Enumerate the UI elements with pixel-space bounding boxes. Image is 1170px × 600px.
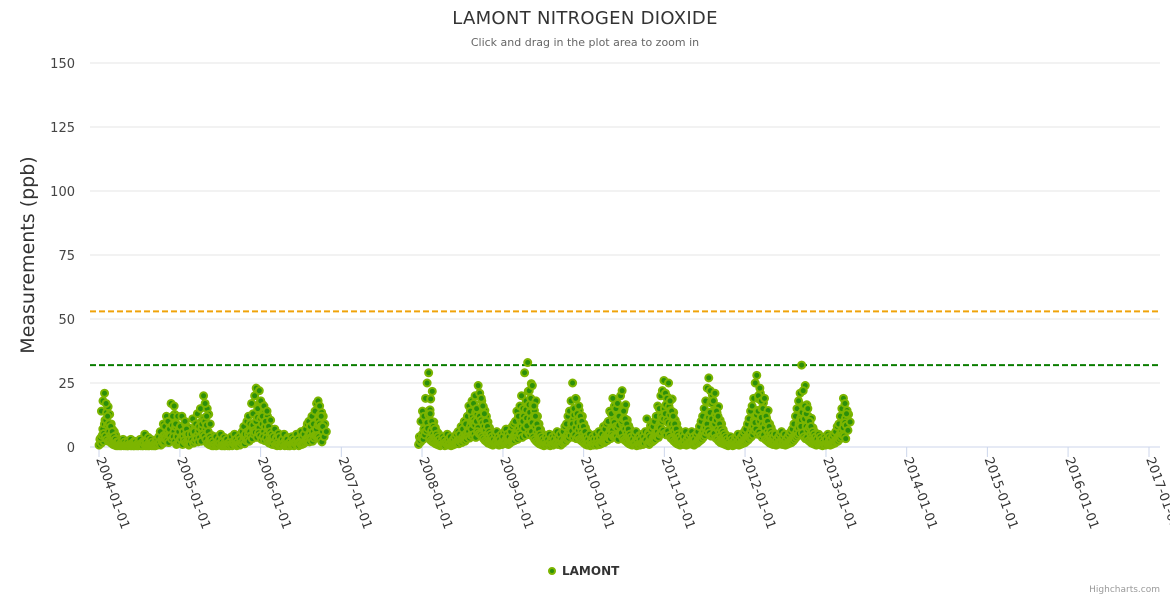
x-axis-ticks: 2004-01-01 2005-01-01 2006-01-01 2007-01-01… <box>92 447 1170 531</box>
data-point[interactable] <box>568 378 578 388</box>
y-tick-label: 50 <box>58 313 75 328</box>
y-tick-label: 100 <box>50 185 75 200</box>
data-point[interactable] <box>704 373 714 383</box>
data-point[interactable] <box>202 411 212 421</box>
data-point[interactable] <box>262 406 272 416</box>
data-point[interactable] <box>571 393 581 403</box>
y-tick-label: 75 <box>58 249 75 264</box>
data-point[interactable] <box>668 411 678 421</box>
x-tick-label: 2008-01-01 <box>415 455 455 531</box>
y-tick-label: 125 <box>50 121 75 136</box>
data-point[interactable] <box>710 388 720 398</box>
data-point[interactable] <box>798 386 808 396</box>
credits-link[interactable]: Highcharts.com <box>1089 585 1160 595</box>
x-tick-label: 2016-01-01 <box>1061 455 1101 531</box>
data-point[interactable] <box>527 381 537 391</box>
legend-label: LAMONT <box>562 564 620 578</box>
x-tick-label: 2012-01-01 <box>738 455 778 531</box>
data-point[interactable] <box>478 401 488 411</box>
data-point[interactable] <box>617 386 627 396</box>
data-point[interactable] <box>321 427 331 437</box>
grid-lines <box>90 62 1160 384</box>
data-point[interactable] <box>665 396 675 406</box>
data-point[interactable] <box>422 378 432 388</box>
y-axis-label: Measurements (ppb) <box>17 156 39 353</box>
data-point[interactable] <box>843 425 853 435</box>
data-point[interactable] <box>424 368 434 378</box>
data-point[interactable] <box>760 393 770 403</box>
data-point[interactable] <box>619 406 629 416</box>
data-point[interactable] <box>841 434 851 444</box>
legend-item-lamont[interactable]: LAMONT <box>548 564 619 578</box>
data-point[interactable] <box>479 409 489 419</box>
data-point[interactable] <box>254 386 264 396</box>
data-point[interactable] <box>845 417 855 427</box>
data-point[interactable] <box>247 398 257 408</box>
x-tick-label: 2013-01-01 <box>819 455 859 531</box>
chart-title: LAMONT NITROGEN DIOXIDE <box>452 8 718 29</box>
data-point[interactable] <box>426 394 436 404</box>
x-tick-label: 2007-01-01 <box>335 455 375 531</box>
data-point[interactable] <box>840 398 850 408</box>
x-tick-label: 2011-01-01 <box>658 455 698 531</box>
data-point[interactable] <box>664 378 674 388</box>
legend-marker-icon <box>548 567 556 575</box>
y-tick-label: 150 <box>50 57 75 72</box>
data-point[interactable] <box>529 401 539 411</box>
data-point[interactable] <box>100 388 110 398</box>
x-tick-label: 2006-01-01 <box>254 455 294 531</box>
data-point[interactable] <box>205 419 215 429</box>
data-point[interactable] <box>476 393 486 403</box>
data-point[interactable] <box>169 401 179 411</box>
data-point[interactable] <box>530 411 540 421</box>
data-point[interactable] <box>520 368 530 378</box>
data-point[interactable] <box>199 391 209 401</box>
data-point[interactable] <box>755 383 765 393</box>
data-point[interactable] <box>101 398 111 408</box>
plot-lines <box>90 310 1160 367</box>
scatter-points[interactable] <box>94 358 855 451</box>
data-point[interactable] <box>316 411 326 421</box>
y-tick-label: 0 <box>67 441 75 456</box>
data-point[interactable] <box>473 381 483 391</box>
data-point[interactable] <box>803 404 813 414</box>
x-tick-label: 2015-01-01 <box>981 455 1021 531</box>
data-point[interactable] <box>425 409 435 419</box>
data-point[interactable] <box>713 411 723 421</box>
x-tick-label: 2010-01-01 <box>577 455 617 531</box>
data-point[interactable] <box>200 398 210 408</box>
data-point[interactable] <box>797 360 807 370</box>
data-point[interactable] <box>612 398 622 408</box>
data-point[interactable] <box>103 411 113 421</box>
x-tick-label: 2005-01-01 <box>173 455 213 531</box>
data-point[interactable] <box>315 401 325 411</box>
y-tick-label: 25 <box>58 377 75 392</box>
x-tick-label: 2014-01-01 <box>900 455 940 531</box>
x-tick-label: 2017-01-01 <box>1142 455 1170 531</box>
data-point[interactable] <box>752 370 762 380</box>
data-point[interactable] <box>574 401 584 411</box>
y-axis-ticks: 0 25 50 75 100 125 150 <box>50 57 75 456</box>
data-point[interactable] <box>427 386 437 396</box>
x-tick-label: 2009-01-01 <box>496 455 536 531</box>
data-point[interactable] <box>523 358 533 368</box>
data-point[interactable] <box>842 409 852 419</box>
x-tick-label: 2004-01-01 <box>92 455 132 531</box>
data-point[interactable] <box>642 414 652 424</box>
chart-subtitle: Click and drag in the plot area to zoom … <box>470 36 700 49</box>
